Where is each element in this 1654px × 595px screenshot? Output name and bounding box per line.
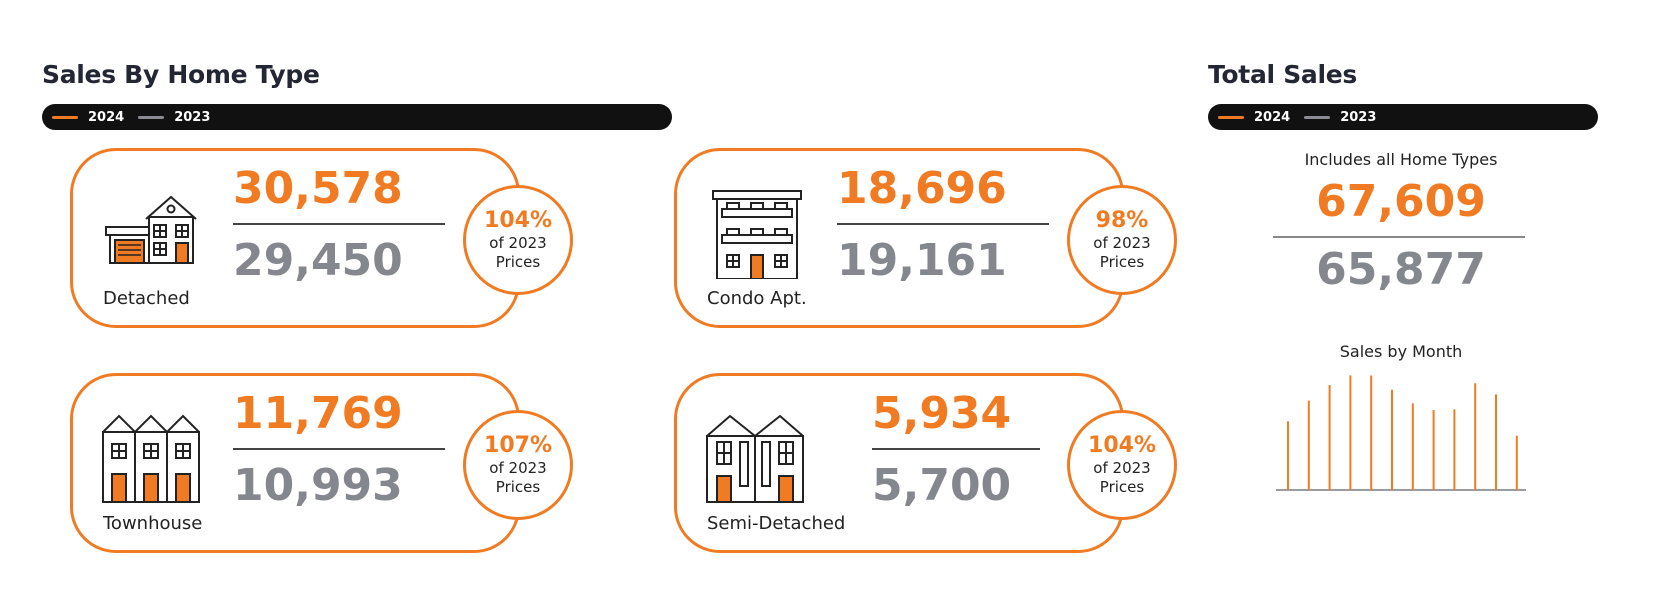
section-title-total-sales: Total Sales [1208,60,1357,89]
legend-item-2023: 2023 [138,110,210,125]
price-percent-badge: 104% of 2023 Prices [1067,410,1177,520]
legend-swatch-2024 [52,115,78,119]
price-percent-caption: Prices [495,478,541,496]
chart-title: Sales by Month [1339,342,1463,361]
total-sales-2024-value: 67,609 [1316,176,1486,227]
card-semi-detached: Semi-Detached 5,934 5,700 104% of 2023 P… [674,373,1177,553]
legend-swatch-2023 [1304,115,1331,119]
card-detached: Detached 30,578 29,450 104% of 2023 Pric… [70,148,573,328]
price-percent-value: 107% [484,433,552,458]
condo-building-icon [712,190,802,279]
sales-2023-value: 5,700 [872,460,1012,511]
section-title-sales-by-home-type: Sales By Home Type [42,60,320,89]
price-percent-caption: of 2023 [489,459,547,477]
total-divider [1273,236,1525,238]
price-percent-caption: of 2023 [1093,234,1151,252]
legend-label-2024: 2024 [88,109,125,125]
sales-2023-value: 29,450 [233,235,403,286]
legend-item-2023: 2023 [1304,110,1376,125]
value-divider [837,223,1049,225]
price-percent-caption: Prices [1099,478,1145,496]
sales-2023-value: 10,993 [233,460,403,511]
sales-2024-value: 30,578 [233,163,403,214]
total-note: Includes all Home Types [1304,150,1498,169]
townhouse-icon [102,414,200,503]
price-percent-caption: Prices [1099,253,1145,271]
card-label: Townhouse [103,513,203,534]
card-label: Semi-Detached [707,513,846,534]
price-percent-badge: 98% of 2023 Prices [1067,185,1177,295]
price-percent-value: 104% [1088,433,1156,458]
legend-swatch-2023 [138,115,165,119]
value-divider [872,448,1040,450]
legend-item-2024: 2024 [52,110,124,125]
card-condo: Condo Apt. 18,696 19,161 98% of 2023 Pri… [674,148,1177,328]
sales-2023-value: 19,161 [837,235,1007,286]
card-townhouse: Townhouse 11,769 10,993 107% of 2023 Pri… [70,373,573,553]
price-percent-badge: 104% of 2023 Prices [463,185,573,295]
price-percent-caption: of 2023 [489,234,547,252]
sales-by-month-chart [1276,375,1526,491]
card-label: Detached [103,288,190,309]
legend-bar: 2024 2023 [1208,104,1598,130]
legend-label-2024: 2024 [1254,109,1291,125]
semi-detached-house-icon [706,414,804,503]
price-percent-value: 104% [484,208,552,233]
legend-swatch-2024 [1218,115,1244,119]
legend-label-2023: 2023 [1340,109,1377,125]
price-percent-caption: Prices [495,253,541,271]
price-percent-caption: of 2023 [1093,459,1151,477]
total-sales-2023-value: 65,877 [1316,244,1486,295]
legend-label-2023: 2023 [174,109,211,125]
detached-house-icon [105,195,197,264]
price-percent-value: 98% [1095,208,1149,233]
sales-2024-value: 18,696 [837,163,1007,214]
value-divider [233,223,445,225]
value-divider [233,448,445,450]
card-label: Condo Apt. [707,288,807,309]
sales-2024-value: 11,769 [233,388,403,439]
legend-item-2024: 2024 [1218,110,1290,125]
legend-bar: 2024 2023 [42,104,672,130]
price-percent-badge: 107% of 2023 Prices [463,410,573,520]
sales-2024-value: 5,934 [872,388,1012,439]
